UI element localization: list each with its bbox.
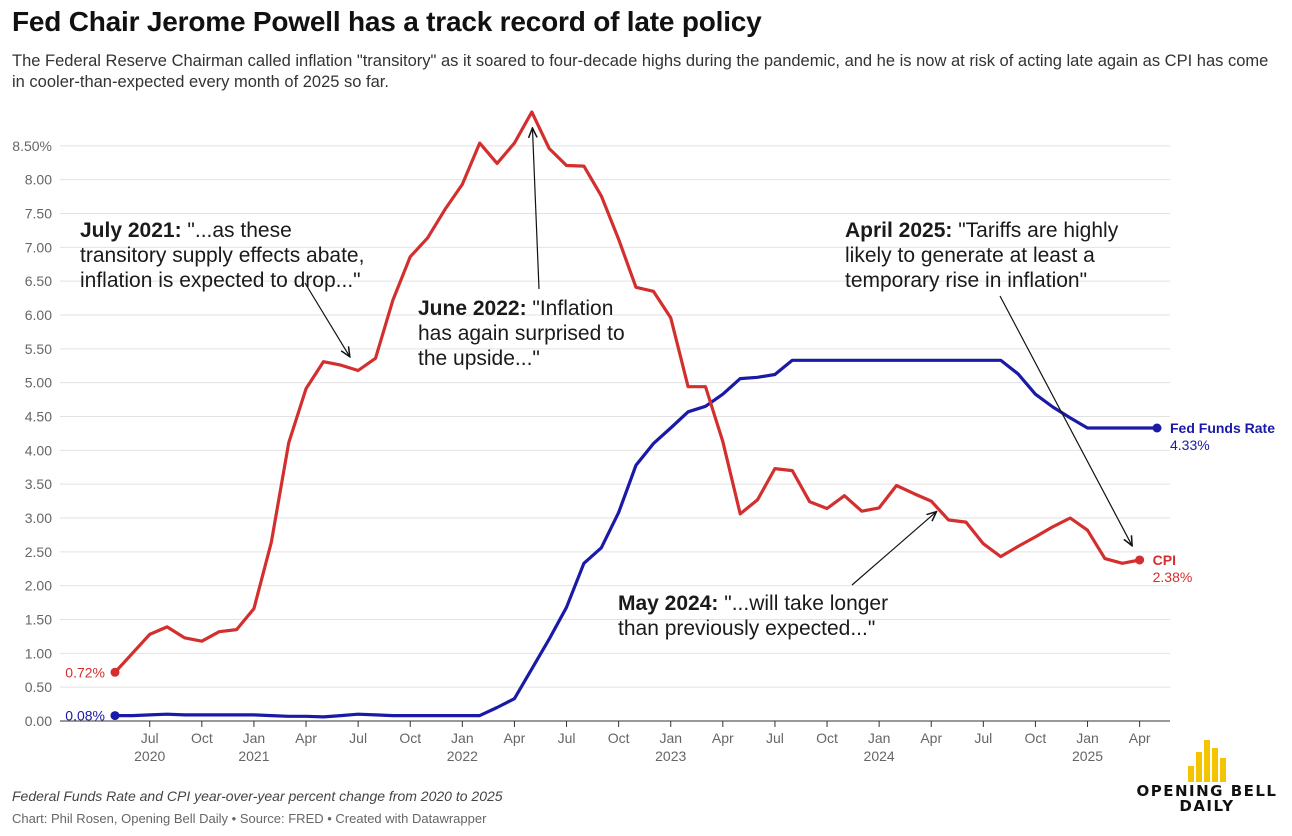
series-end-point (1152, 423, 1162, 433)
annotation-line: temporary rise in inflation" (845, 269, 1087, 292)
y-tick-label: 8.50% (12, 138, 52, 154)
y-tick-label: 2.00 (25, 578, 52, 594)
y-tick-label: 7.50 (25, 206, 52, 222)
annotation-line: "...as these (182, 219, 292, 242)
y-tick-label: 6.00 (25, 307, 52, 323)
y-tick-label: 0.00 (25, 713, 52, 729)
annotation-line: transitory supply effects abate, (80, 244, 364, 267)
x-tick-label: Jul (766, 730, 784, 746)
y-tick-label: 8.00 (25, 172, 52, 188)
y-tick-label: 7.00 (25, 239, 52, 255)
series-line-fed-funds-rate (113, 358, 1159, 719)
y-tick-label: 3.50 (25, 476, 52, 492)
annotation-bold-date: May 2024: (618, 592, 718, 615)
annotation-line: inflation is expected to drop..." (80, 269, 361, 292)
x-tick-label: Oct (1025, 730, 1047, 746)
series-start-label: 0.08% (65, 708, 105, 724)
annotation-arrow (851, 512, 937, 586)
y-tick-label: 5.50 (25, 341, 52, 357)
chart-description: Federal Funds Rate and CPI year-over-yea… (12, 788, 503, 804)
logo-text-line1: OPENING BELL (1136, 782, 1278, 800)
chart-credit: Chart: Phil Rosen, Opening Bell Daily • … (12, 811, 487, 826)
x-tick-label: Jul (558, 730, 576, 746)
annotation-arrow (532, 128, 540, 290)
bell-bars-icon (1188, 740, 1226, 782)
y-tick-label: 5.00 (25, 375, 52, 391)
annotation-bold-date: April 2025: (845, 219, 952, 242)
y-tick-label: 6.50 (25, 273, 52, 289)
series-end-point (1135, 555, 1145, 565)
annotation-line: has again surprised to (418, 322, 625, 345)
x-tick-year-label: 2022 (447, 748, 478, 764)
x-tick-label: Apr (712, 730, 734, 746)
x-tick-label: Jul (141, 730, 159, 746)
x-tick-label: Jan (868, 730, 891, 746)
x-tick-label: Jan (1076, 730, 1099, 746)
x-tick-label: Jan (451, 730, 474, 746)
logo-text-line2: DAILY (1179, 797, 1235, 815)
series-start-label: 0.72% (65, 664, 105, 680)
annotation-line: "...will take longer (718, 592, 888, 615)
annotation-line: "Inflation (527, 297, 614, 320)
y-tick-label: 3.00 (25, 510, 52, 526)
annotation-arrow (304, 282, 350, 357)
annotation-bold-date: June 2022: (418, 297, 527, 320)
x-tick-label: Apr (504, 730, 526, 746)
y-tick-label: 4.00 (25, 442, 52, 458)
chart-subtitle: The Federal Reserve Chairman called infl… (12, 52, 1269, 91)
line-chart: 0.00 0.50 1.00 1.50 2.00 2.50 3.00 3.50 4.00 4.50… (12, 110, 1275, 764)
y-tick-label: 0.50 (25, 679, 52, 695)
annotation-text: May 2024: "...will take longer than previ… (618, 592, 888, 640)
x-tick-year-label: 2024 (864, 748, 895, 764)
series-start-point (110, 667, 120, 677)
series-start-point (110, 711, 120, 721)
opening-bell-logo: OPENING BELL DAILY (1132, 738, 1282, 818)
x-tick-label: Apr (920, 730, 942, 746)
annotation-line: "Tariffs are highly (952, 219, 1118, 242)
x-tick-year-label: 2025 (1072, 748, 1103, 764)
annotation-text: June 2022: "Inflation has again surprised… (418, 297, 625, 370)
series-name-label: Fed Funds Rate (1170, 420, 1275, 436)
x-tick-label: Oct (816, 730, 838, 746)
annotation-bold-date: July 2021: (80, 219, 182, 242)
y-tick-label: 4.50 (25, 409, 52, 425)
annotation-text: July 2021: "...as these transitory supply… (80, 219, 364, 292)
x-tick-year-label: 2020 (134, 748, 165, 764)
series-end-value-label: 2.38% (1153, 569, 1193, 585)
annotation-text: April 2025: "Tariffs are highly likely to… (845, 219, 1119, 292)
x-tick-label: Oct (191, 730, 213, 746)
y-tick-label: 1.50 (25, 612, 52, 628)
y-tick-label: 2.50 (25, 544, 52, 560)
x-tick-label: Jan (659, 730, 682, 746)
x-tick-label: Jan (243, 730, 266, 746)
x-tick-label: Oct (399, 730, 421, 746)
x-tick-label: Apr (1129, 730, 1151, 746)
series-line-cpi (113, 110, 1142, 674)
annotation-line: the upside..." (418, 347, 540, 370)
x-tick-year-label: 2023 (655, 748, 686, 764)
y-tick-label: 1.00 (25, 645, 52, 661)
series-name-label: CPI (1153, 552, 1176, 568)
x-tick-label: Jul (974, 730, 992, 746)
series-end-value-label: 4.33% (1170, 437, 1210, 453)
annotation-arrow (999, 295, 1132, 546)
chart-title: Fed Chair Jerome Powell has a track reco… (12, 6, 762, 37)
x-tick-year-label: 2021 (238, 748, 269, 764)
x-tick-label: Apr (295, 730, 317, 746)
annotation-line: likely to generate at least a (845, 244, 1095, 267)
annotation-line: than previously expected..." (618, 617, 875, 640)
x-tick-label: Oct (608, 730, 630, 746)
x-tick-label: Jul (349, 730, 367, 746)
